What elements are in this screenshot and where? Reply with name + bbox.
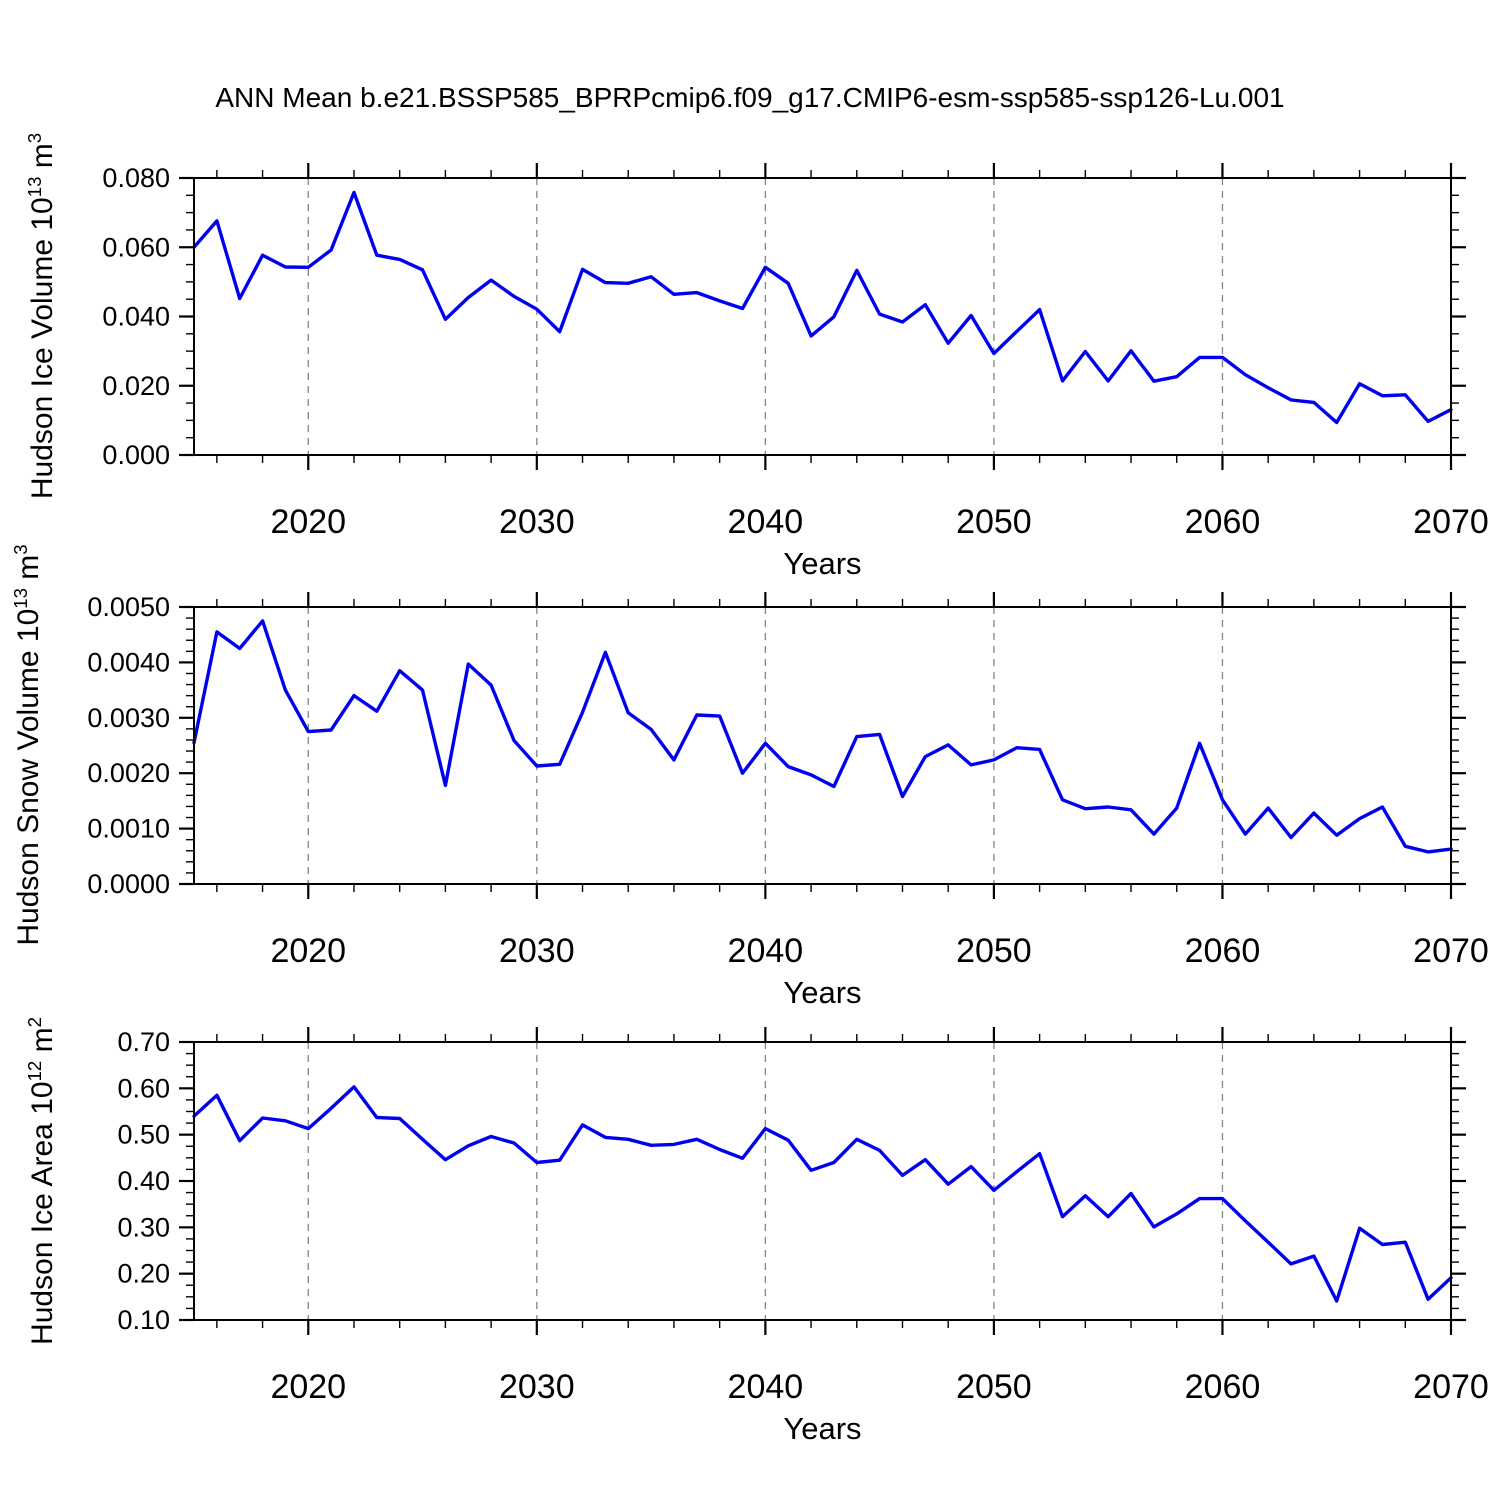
unit: m [26,143,59,177]
plot-frame [193,177,1452,456]
unit: m [12,554,45,589]
exponent: 12 [24,1060,45,1082]
x-tick-label: 2040 [728,1368,804,1406]
hudson-ice-area-panel: 0.10 0.20 0.30 0.40 0.50 0.60 0.70 2020 2030 2040… [117,1027,1489,1406]
y-tick-label: 0.0020 [87,758,170,788]
y-tick-label: 0.0000 [87,869,170,899]
y-tick-label: 0.70 [117,1027,170,1057]
y-axis-label-text: Hudson Ice Volume 10 [26,197,59,500]
x-tick-label: 2020 [270,1368,346,1406]
hudson-ice-volume-panel: 0.000 0.020 0.040 0.060 0.080 2020 2030 2040 205… [102,163,1489,541]
y-axis-label-text: Hudson Snow Volume 10 [12,608,45,946]
unit: m [26,1027,59,1061]
y-tick-label: 0.060 [102,232,170,262]
plot-frame [193,606,1452,885]
plot-frame [193,1041,1452,1321]
hudson-snow-volume-panel: 0.0000 0.0010 0.0020 0.0030 0.0040 0.0050 2020… [87,592,1489,970]
y-tick-label: 0.0010 [87,814,170,844]
y-tick-label: 0.080 [102,163,170,193]
x-tick-label: 2020 [270,503,346,541]
x-axis-label-years-3: Years [783,1411,862,1446]
y-axis-label-ice-volume: Hudson Ice Volume 1013 m3 [24,133,60,499]
y-tick-label: 0.020 [102,371,170,401]
x-axis-label-years-1: Years [783,546,862,581]
x-tick-label: 2050 [956,932,1032,970]
x-tick-label: 2070 [1413,932,1489,970]
x-tick-label: 2040 [728,503,804,541]
x-tick-label: 2050 [956,1368,1032,1406]
y-tick-label: 0.000 [102,440,170,470]
y-tick-label: 0.0040 [87,647,170,677]
unit-exponent: 2 [24,1017,45,1028]
x-tick-label: 2030 [499,1368,575,1406]
exponent: 13 [10,588,31,609]
x-tick-label: 2060 [1185,932,1261,970]
y-tick-label: 0.40 [117,1166,170,1196]
y-axis-label-snow-volume: Hudson Snow Volume 1013 m3 [10,544,46,945]
hudson-ice-area-line [192,1085,1453,1303]
x-tick-label: 2030 [499,932,575,970]
hudson-snow-volume-line [192,619,1453,854]
y-tick-label: 0.10 [117,1305,170,1335]
y-tick-label: 0.50 [117,1120,170,1150]
hudson-ice-volume-line [192,190,1453,425]
unit-exponent: 3 [10,544,31,555]
x-tick-label: 2060 [1185,1368,1261,1406]
x-axis-label-years-2: Years [783,975,862,1010]
y-tick-label: 0.20 [117,1259,170,1289]
y-tick-label: 0.0050 [87,592,170,622]
y-tick-label: 0.60 [117,1073,170,1103]
y-axis-label-text: Hudson Ice Area 10 [26,1081,59,1345]
x-tick-label: 2030 [499,503,575,541]
y-tick-label: 0.30 [117,1212,170,1242]
y-axis-label-ice-area: Hudson Ice Area 1012 m2 [24,1017,60,1345]
x-tick-label: 2040 [728,932,804,970]
chart-title: ANN Mean b.e21.BSSP585_BPRPcmip6.f09_g17… [215,82,1285,113]
x-tick-label: 2060 [1185,503,1261,541]
x-tick-label: 2070 [1413,503,1489,541]
x-tick-label: 2020 [270,932,346,970]
exponent: 13 [24,176,45,198]
unit-exponent: 3 [24,132,45,144]
y-tick-label: 0.040 [102,302,170,332]
y-tick-label: 0.0030 [87,703,170,733]
x-tick-label: 2050 [956,503,1032,541]
x-tick-label: 2070 [1413,1368,1489,1406]
